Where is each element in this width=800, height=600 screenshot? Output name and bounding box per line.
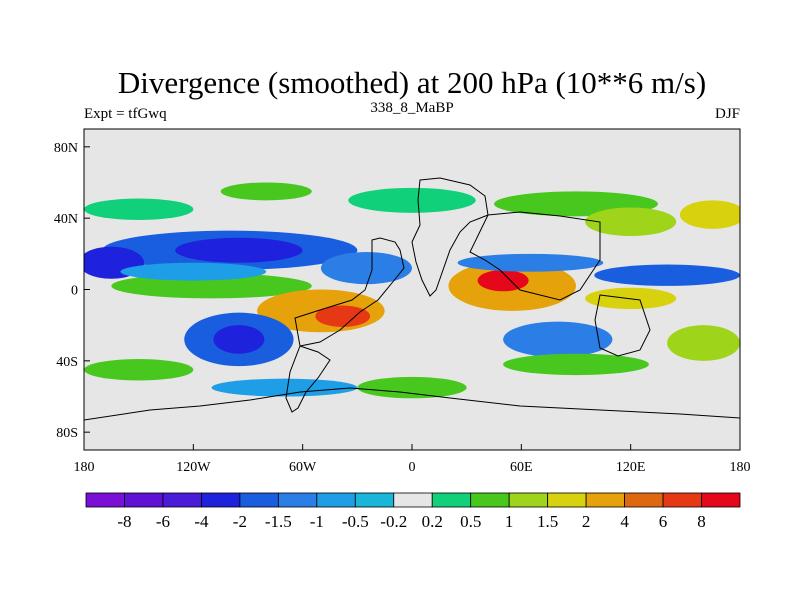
contour-north-pacific-divergence xyxy=(84,198,194,220)
colorbar-swatch xyxy=(585,492,625,508)
colorbar-swatch xyxy=(85,492,125,508)
contour-southern-ocean-negative xyxy=(211,378,358,397)
contour-south-america-core xyxy=(315,305,371,327)
x-tick-label: 120W xyxy=(176,460,211,475)
colorbar-swatch xyxy=(316,492,356,508)
contour-north-pacific-divergence-2 xyxy=(220,182,312,201)
x-tick-label: 60E xyxy=(510,460,533,475)
colorbar-swatch xyxy=(701,492,741,508)
contour-fields xyxy=(84,182,740,399)
colorbar-label: -1 xyxy=(310,512,324,531)
x-tick-label: 180 xyxy=(730,460,751,475)
colorbar-label: -0.5 xyxy=(342,512,369,531)
y-tick-label: 0 xyxy=(71,284,78,299)
colorbar: -8 -6 -4 -2 -1.5 -1 -0.5 -0.2 0.2 0.5 1 1.5 2 4 6 8 xyxy=(85,492,741,531)
colorbar-label: 4 xyxy=(620,512,629,531)
colorbar-label: -6 xyxy=(156,512,170,531)
colorbar-swatch xyxy=(354,492,395,508)
contour-tropical-pacific-negative xyxy=(120,262,267,281)
experiment-label: Expt = tfGwq xyxy=(84,106,167,122)
colorbar-swatch xyxy=(277,492,318,508)
antarctica-coastline xyxy=(84,387,740,421)
plot-area: 180 120W 60W 0 60E 120E 180 80N 40N 0 40S 80S xyxy=(54,128,751,475)
season-label: DJF xyxy=(715,106,740,122)
colorbar-swatch xyxy=(662,492,702,508)
colorbar-label: 8 xyxy=(697,512,706,531)
contour-atlantic-negative xyxy=(320,252,413,285)
colorbar-label: 0.2 xyxy=(422,512,443,531)
colorbar-swatch xyxy=(624,492,664,508)
contour-southern-ocean-positive xyxy=(84,359,194,381)
colorbar-swatch xyxy=(508,492,549,508)
contour-south-indian-positive xyxy=(503,353,649,376)
contour-west-pacific-negative xyxy=(594,264,740,286)
australia-coastline xyxy=(594,294,651,357)
period-label: 338_8_MaBP xyxy=(370,100,453,116)
colorbar-swatch xyxy=(239,492,279,508)
colorbar-swatch xyxy=(470,492,510,508)
colorbar-label: -2 xyxy=(233,512,247,531)
colorbar-label: 1.5 xyxy=(537,512,558,531)
colorbar-label: -0.2 xyxy=(380,512,407,531)
contour-north-atlantic-band xyxy=(348,187,476,213)
contour-west-pacific-positive xyxy=(679,200,740,229)
colorbar-swatch xyxy=(124,492,164,508)
contour-southern-ocean-positive-2 xyxy=(357,376,467,399)
x-tick-label: 60W xyxy=(289,460,317,475)
y-tick-label: 80S xyxy=(56,426,78,441)
colorbar-swatch xyxy=(431,492,472,508)
colorbar-label: 6 xyxy=(659,512,668,531)
south-america-south xyxy=(285,345,331,413)
colorbar-swatch xyxy=(393,492,433,508)
contour-south-pacific-east-positive xyxy=(667,325,740,361)
contour-south-pacific-core xyxy=(213,325,265,354)
y-axis-ticks: 80N 40N 0 40S 80S xyxy=(54,141,90,441)
colorbar-swatch xyxy=(162,492,202,508)
contour-equatorial-pacific-positive xyxy=(111,273,312,299)
x-tick-label: 180 xyxy=(74,460,95,475)
y-tick-label: 80N xyxy=(54,141,78,156)
x-tick-label: 0 xyxy=(409,460,416,475)
americas-coastline xyxy=(294,237,405,347)
colorbar-label: -8 xyxy=(117,512,131,531)
contour-south-indian-negative xyxy=(503,321,613,358)
coastline-outlines xyxy=(84,177,740,421)
africa-coastline xyxy=(411,177,489,297)
colorbar-label: -4 xyxy=(194,512,209,531)
colorbar-swatch xyxy=(547,492,587,508)
contour-pacific-north-core xyxy=(175,237,303,263)
eurasia-coastline xyxy=(469,211,601,301)
colorbar-label: 1 xyxy=(505,512,514,531)
x-tick-label: 120E xyxy=(616,460,646,475)
y-tick-label: 40N xyxy=(54,212,78,227)
colorbar-label: 0.5 xyxy=(460,512,481,531)
chart-title: Divergence (smoothed) at 200 hPa (10**6 … xyxy=(118,65,706,100)
colorbar-label: -1.5 xyxy=(265,512,292,531)
y-tick-label: 40S xyxy=(56,355,78,370)
colorbar-label: 2 xyxy=(582,512,591,531)
contour-indian-negative-band xyxy=(457,253,604,272)
colorbar-swatch xyxy=(201,492,241,508)
contour-east-asia-positive xyxy=(585,207,677,236)
x-axis-ticks: 180 120W 60W 0 60E 120E 180 xyxy=(74,444,751,475)
